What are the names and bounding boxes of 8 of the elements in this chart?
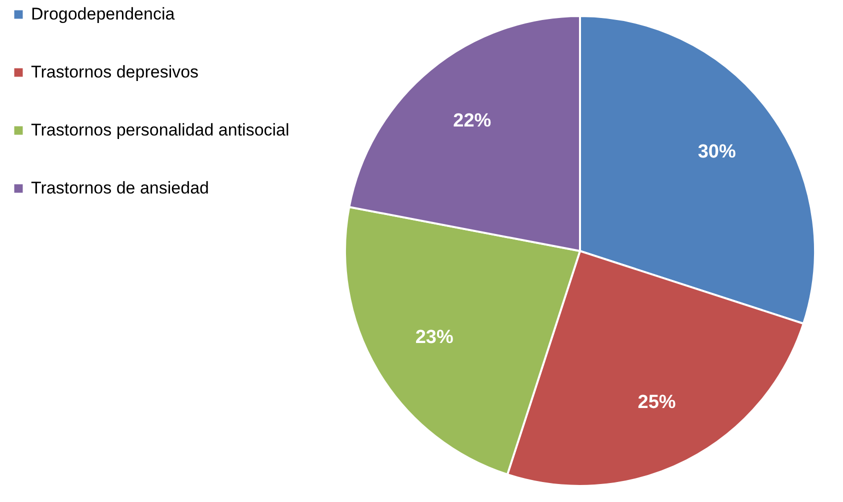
legend-label: Trastornos depresivos <box>31 62 199 82</box>
legend-label: Trastornos de ansiedad <box>31 178 209 198</box>
data-label: 30% <box>698 142 736 163</box>
data-label: 25% <box>638 392 676 413</box>
data-label: 22% <box>453 110 492 132</box>
data-label: 23% <box>415 327 454 348</box>
legend-label: Trastornos personalidad antisocial <box>31 120 290 140</box>
legend-label: Drogodependencia <box>31 4 176 24</box>
